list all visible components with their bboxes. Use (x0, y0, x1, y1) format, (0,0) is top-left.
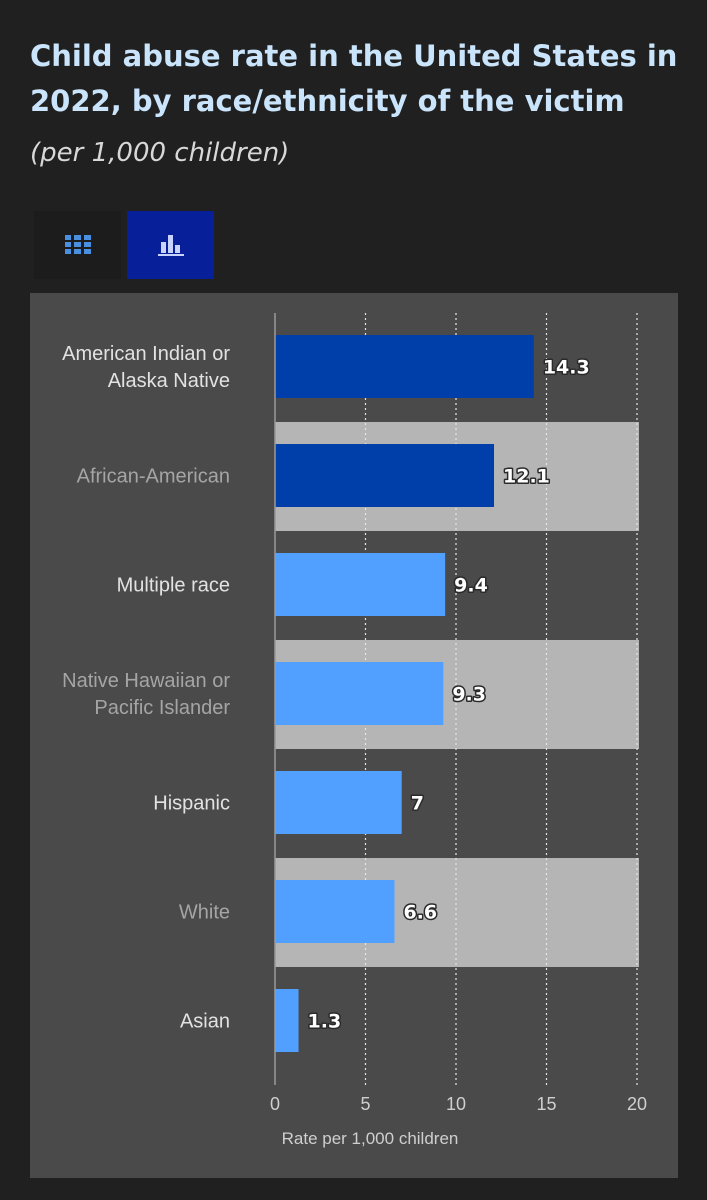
data-label: 9.4 (454, 575, 488, 597)
bar-chart: 14.3 American Indian or Alaska Native 12.1 A… (62, 313, 647, 1148)
category-label: African-American (77, 466, 230, 488)
data-label: 6.6 (403, 902, 437, 924)
grid-icon (64, 235, 91, 254)
bar (275, 771, 402, 834)
bar (275, 444, 495, 507)
x-axis-title: Rate per 1,000 children (282, 1129, 459, 1148)
category-label: Hispanic (153, 793, 230, 815)
bar (275, 662, 444, 725)
data-label: 9.3 (452, 684, 486, 706)
data-label: 14.3 (543, 357, 590, 379)
category-label: American Indian or Alaska Native (62, 343, 230, 392)
x-tick-label: 0 (270, 1094, 280, 1114)
page-title: Child abuse rate in the United States in… (30, 39, 678, 118)
x-tick-label: 10 (446, 1094, 466, 1114)
x-tick-label: 5 (360, 1094, 370, 1114)
data-label: 1.3 (308, 1011, 342, 1033)
chart-panel: 14.3 American Indian or Alaska Native 12.1 A… (30, 293, 678, 1178)
data-label: 12.1 (503, 466, 550, 488)
bar (275, 989, 299, 1052)
table-view-button[interactable] (34, 211, 121, 279)
page-subtitle: (per 1,000 children) (30, 138, 290, 168)
category-label: White (179, 902, 230, 924)
x-tick-label: 20 (627, 1094, 647, 1114)
x-tick-label: 15 (536, 1094, 556, 1114)
category-label: Multiple race (117, 575, 230, 597)
data-label: 7 (411, 793, 424, 815)
bar-chart-icon (157, 235, 184, 256)
bar (275, 553, 446, 616)
chart-view-button[interactable] (127, 211, 214, 279)
bar (275, 335, 534, 398)
category-label: Native Hawaiian or Pacific Islander (62, 670, 230, 719)
bar (275, 880, 395, 943)
category-label: Asian (180, 1011, 230, 1033)
